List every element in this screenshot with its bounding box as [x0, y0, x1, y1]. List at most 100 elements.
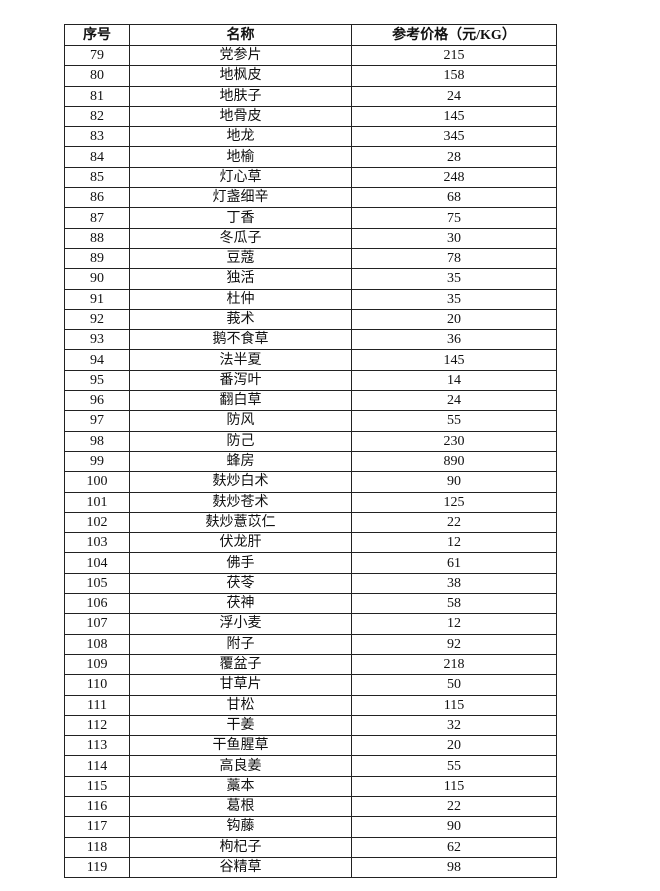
- cell-index: 82: [64, 105, 130, 128]
- cell-name: 甘松: [129, 694, 352, 716]
- cell-name: 丁香: [129, 207, 352, 229]
- cell-index: 83: [64, 126, 130, 148]
- cell-index: 86: [64, 187, 130, 209]
- cell-price: 35: [351, 288, 557, 310]
- cell-index: 107: [64, 613, 130, 635]
- table-row: 116 葛根 22: [64, 795, 557, 818]
- cell-price: 22: [351, 511, 557, 534]
- table-row: 104 佛手 61: [64, 552, 557, 574]
- header-name: 名称: [129, 24, 352, 46]
- cell-price: 22: [351, 795, 557, 818]
- table-row: 82 地骨皮 145: [64, 105, 557, 128]
- table-row: 85 灯心草 248: [64, 166, 557, 189]
- table-row: 110 甘草片 50: [64, 674, 557, 696]
- cell-name: 附子: [129, 633, 352, 655]
- cell-index: 93: [64, 329, 130, 351]
- cell-index: 117: [64, 816, 130, 838]
- table-row: 111 甘松 115: [64, 694, 557, 716]
- table-row: 86 灯盏细辛 68: [64, 187, 557, 209]
- table-row: 100 麸炒白术 90: [64, 471, 557, 493]
- cell-name: 地榆: [129, 146, 352, 168]
- table-row: 87 丁香 75: [64, 207, 557, 229]
- cell-price: 230: [351, 430, 557, 452]
- cell-index: 119: [64, 856, 130, 879]
- cell-price: 55: [351, 755, 557, 777]
- cell-index: 112: [64, 714, 130, 737]
- table-row: 119 谷精草 98: [64, 856, 557, 879]
- cell-name: 麸炒白术: [129, 471, 352, 493]
- cell-price: 24: [351, 390, 557, 412]
- cell-name: 干姜: [129, 714, 352, 737]
- cell-name: 麸炒薏苡仁: [129, 511, 352, 534]
- cell-name: 番泻叶: [129, 369, 352, 392]
- table-row: 80 地枫皮 158: [64, 65, 557, 87]
- cell-index: 106: [64, 593, 130, 615]
- cell-name: 麸炒苍术: [129, 491, 352, 513]
- cell-index: 81: [64, 85, 130, 107]
- cell-index: 94: [64, 349, 130, 371]
- table-row: 114 高良姜 55: [64, 755, 557, 777]
- table-row: 92 莪术 20: [64, 308, 557, 331]
- cell-price: 890: [351, 450, 557, 473]
- cell-index: 104: [64, 552, 130, 574]
- table-row: 84 地榆 28: [64, 146, 557, 168]
- cell-price: 58: [351, 593, 557, 615]
- table-row: 93 鹅不食草 36: [64, 329, 557, 351]
- cell-name: 伏龙肝: [129, 532, 352, 554]
- table-row: 109 覆盆子 218: [64, 653, 557, 676]
- cell-price: 115: [351, 694, 557, 716]
- table-row: 115 藁本 115: [64, 775, 557, 797]
- cell-index: 113: [64, 735, 130, 757]
- cell-index: 98: [64, 430, 130, 452]
- cell-index: 90: [64, 268, 130, 290]
- cell-price: 20: [351, 308, 557, 331]
- cell-index: 101: [64, 491, 130, 513]
- cell-price: 61: [351, 552, 557, 574]
- cell-index: 96: [64, 390, 130, 412]
- cell-name: 莪术: [129, 308, 352, 331]
- cell-index: 85: [64, 166, 130, 189]
- table-row: 108 附子 92: [64, 633, 557, 655]
- table-row: 101 麸炒苍术 125: [64, 491, 557, 513]
- table-row: 96 翻白草 24: [64, 390, 557, 412]
- cell-index: 118: [64, 836, 130, 858]
- cell-price: 50: [351, 674, 557, 696]
- table-row: 89 豆蔻 78: [64, 247, 557, 270]
- cell-name: 灯心草: [129, 166, 352, 189]
- cell-name: 高良姜: [129, 755, 352, 777]
- cell-name: 覆盆子: [129, 653, 352, 676]
- cell-price: 218: [351, 653, 557, 676]
- cell-index: 105: [64, 572, 130, 595]
- cell-name: 灯盏细辛: [129, 187, 352, 209]
- table-row: 83 地龙 345: [64, 126, 557, 148]
- cell-price: 145: [351, 105, 557, 128]
- cell-price: 75: [351, 207, 557, 229]
- cell-name: 法半夏: [129, 349, 352, 371]
- cell-name: 地肤子: [129, 85, 352, 107]
- cell-name: 藁本: [129, 775, 352, 797]
- table-row: 118 枸杞子 62: [64, 836, 557, 858]
- cell-name: 杜仲: [129, 288, 352, 310]
- table-row: 107 浮小麦 12: [64, 613, 557, 635]
- cell-price: 248: [351, 166, 557, 189]
- cell-index: 79: [64, 44, 130, 67]
- table-row: 112 干姜 32: [64, 714, 557, 737]
- cell-index: 80: [64, 65, 130, 87]
- table-row: 98 防己 230: [64, 430, 557, 452]
- cell-index: 91: [64, 288, 130, 310]
- cell-index: 100: [64, 471, 130, 493]
- cell-index: 108: [64, 633, 130, 655]
- cell-price: 345: [351, 126, 557, 148]
- table-body: 79 党参片 215 80 地枫皮 158 81 地肤子 24 82 地骨皮 145 83 地龙 345 84…: [64, 44, 557, 879]
- cell-index: 114: [64, 755, 130, 777]
- table-row: 97 防风 55: [64, 410, 557, 432]
- cell-name: 茯苓: [129, 572, 352, 595]
- cell-index: 110: [64, 674, 130, 696]
- cell-name: 枸杞子: [129, 836, 352, 858]
- cell-index: 89: [64, 247, 130, 270]
- cell-name: 党参片: [129, 44, 352, 67]
- cell-name: 冬瓜子: [129, 227, 352, 249]
- table-row: 95 番泻叶 14: [64, 369, 557, 392]
- cell-name: 谷精草: [129, 856, 352, 879]
- cell-index: 99: [64, 450, 130, 473]
